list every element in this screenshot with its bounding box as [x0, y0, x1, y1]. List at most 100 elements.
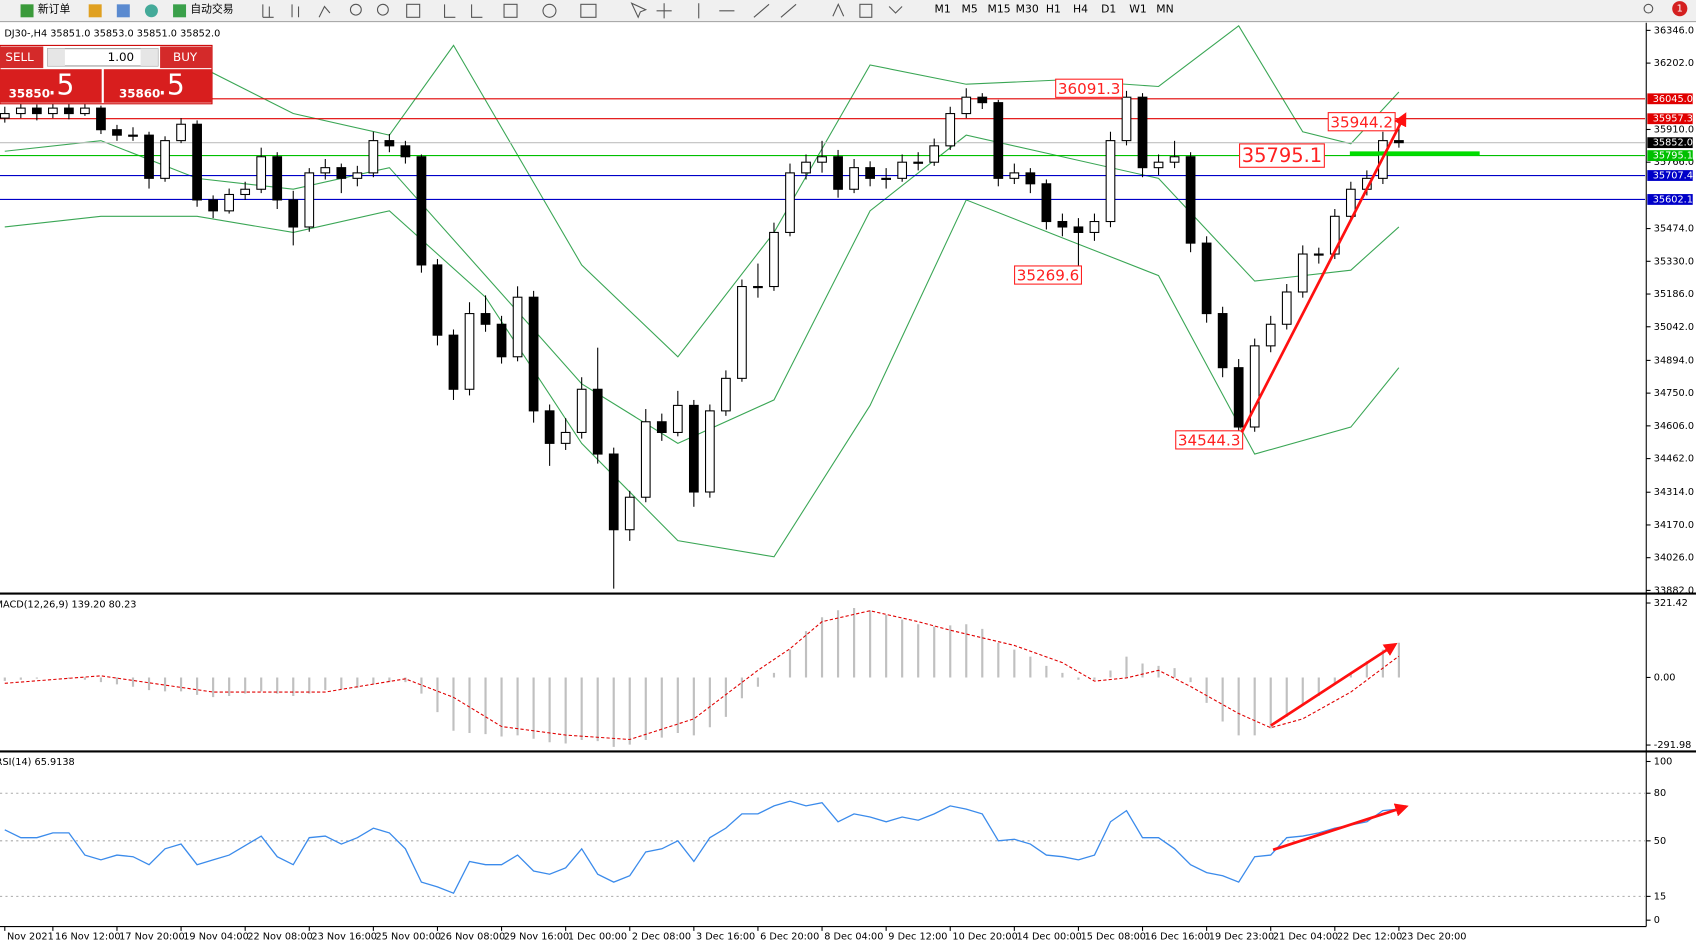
auto-trading-icon[interactable] — [173, 4, 187, 18]
new-order-button[interactable]: 新订单 — [38, 2, 71, 16]
price-annotation: 35944.2 — [1330, 113, 1393, 131]
timeframe[interactable]: M5 — [962, 3, 978, 16]
timeframe[interactable]: H1 — [1046, 3, 1061, 16]
icon[interactable] — [291, 4, 300, 18]
icon[interactable] — [444, 4, 456, 18]
candle-body — [160, 140, 170, 179]
new-order-icon[interactable] — [20, 4, 34, 18]
icon[interactable] — [698, 3, 797, 19]
icon[interactable] — [503, 3, 518, 18]
candle-body — [48, 107, 58, 115]
candle-body — [128, 134, 138, 137]
axes: 36346.0 36202.0 35910.0 35766.0 35474.0 35330… — [4, 25, 1694, 942]
icon[interactable] — [116, 4, 130, 18]
icon[interactable] — [376, 3, 389, 16]
candle-body — [256, 156, 267, 190]
badge-count: 1 — [1677, 4, 1683, 15]
lots-down[interactable] — [47, 48, 65, 66]
icon[interactable] — [888, 6, 903, 14]
one-click-panel: SELL 1.00 BUY 35850 .5 35860 .5 — [0, 44, 213, 105]
timeframe[interactable]: M1 — [935, 3, 951, 16]
candle-body — [897, 161, 908, 179]
x-tick-label: 21 Dec 04:00 — [1273, 931, 1338, 942]
candle-body — [833, 156, 843, 190]
tool-icons[interactable] — [262, 2, 1654, 19]
candle-body — [672, 404, 683, 433]
sell-label[interactable]: SELL — [5, 50, 34, 64]
candle-body — [688, 404, 699, 493]
candle-body — [240, 188, 251, 196]
candle-body — [817, 156, 827, 163]
candle-body — [1233, 367, 1244, 428]
icon[interactable] — [832, 3, 845, 17]
pane-title: MACD(12,26,9) 139.20 80.23 — [0, 599, 136, 610]
lots-value[interactable]: 1.00 — [108, 50, 134, 64]
x-tick-label: 23 Nov 16:00 — [311, 931, 377, 942]
y-tick-label: 33882.0 — [1654, 585, 1694, 596]
ask-box[interactable] — [103, 69, 212, 103]
icon[interactable] — [580, 3, 597, 18]
candle-body — [656, 421, 667, 433]
icon[interactable] — [630, 2, 648, 19]
x-tick-label: 19 Dec 23:00 — [1209, 931, 1274, 942]
sell-button[interactable] — [0, 46, 44, 69]
timeframe[interactable]: D1 — [1101, 3, 1116, 16]
y-tick-label: 34462.0 — [1654, 454, 1694, 465]
icon[interactable] — [406, 3, 421, 18]
buy-button[interactable] — [160, 46, 212, 69]
x-tick-label: 22 Dec 12:00 — [1337, 931, 1402, 942]
icon[interactable] — [471, 4, 483, 18]
candle-body — [352, 172, 363, 179]
x-tick-label: 1 Dec 00:00 — [568, 931, 627, 942]
candle-body — [721, 377, 731, 412]
timeframe[interactable]: W1 — [1129, 3, 1147, 16]
price-tag — [1647, 137, 1693, 149]
price-annotation: 35269.6 — [1017, 267, 1080, 285]
timeframe[interactable]: MN — [1156, 3, 1173, 16]
y-tick-label: 35910.0 — [1654, 124, 1694, 135]
timeframe[interactable]: M15 — [988, 3, 1011, 16]
x-tick-label: 19 Nov 04:00 — [183, 931, 249, 942]
icon[interactable] — [88, 4, 102, 18]
candle-body — [785, 172, 795, 233]
bid-box[interactable] — [0, 69, 102, 103]
auto-trading-button[interactable]: 自动交易 — [190, 2, 233, 16]
candle-body — [368, 140, 379, 174]
candle-body — [993, 102, 1004, 179]
y-tick-label: 50 — [1654, 836, 1666, 847]
buy-label[interactable]: BUY — [173, 50, 198, 64]
x-tick-label: 6 Dec 20:00 — [760, 931, 819, 942]
candle-body — [1105, 140, 1116, 223]
price-annotation: 35795.1 — [1242, 144, 1322, 167]
timeframe[interactable]: H4 — [1073, 3, 1088, 16]
icon[interactable] — [318, 5, 331, 18]
ask-fraction: .5 — [158, 68, 185, 101]
candle-body — [640, 421, 651, 498]
candle-body — [288, 199, 299, 228]
icon[interactable] — [349, 3, 362, 16]
candle-body — [112, 129, 122, 136]
candle-body — [400, 145, 411, 158]
search-icon[interactable] — [1643, 3, 1654, 14]
icon[interactable] — [859, 3, 873, 18]
rsi-pane — [0, 792, 1646, 897]
candle-body — [1137, 96, 1148, 169]
x-tick-label: 22 Nov 08:00 — [247, 931, 313, 942]
candle-body — [1394, 140, 1404, 144]
notification-badge[interactable] — [1672, 1, 1688, 17]
pane-title: RSI(14) 65.9138 — [0, 757, 75, 768]
icon[interactable] — [144, 4, 158, 18]
trend-arrow — [1270, 642, 1398, 727]
candle-body — [31, 107, 42, 115]
timeframe[interactable]: M30 — [1016, 3, 1039, 16]
icon[interactable] — [542, 3, 557, 18]
icon[interactable] — [656, 3, 672, 19]
y-tick-label: 80 — [1654, 788, 1666, 799]
x-tick-label: 3 Dec 16:00 — [696, 931, 755, 942]
candle-body — [560, 431, 571, 444]
lots-up[interactable] — [140, 48, 158, 66]
x-tick-label: 16 Dec 16:00 — [1145, 931, 1210, 942]
icon[interactable] — [262, 4, 274, 18]
candle-body — [1089, 220, 1100, 233]
